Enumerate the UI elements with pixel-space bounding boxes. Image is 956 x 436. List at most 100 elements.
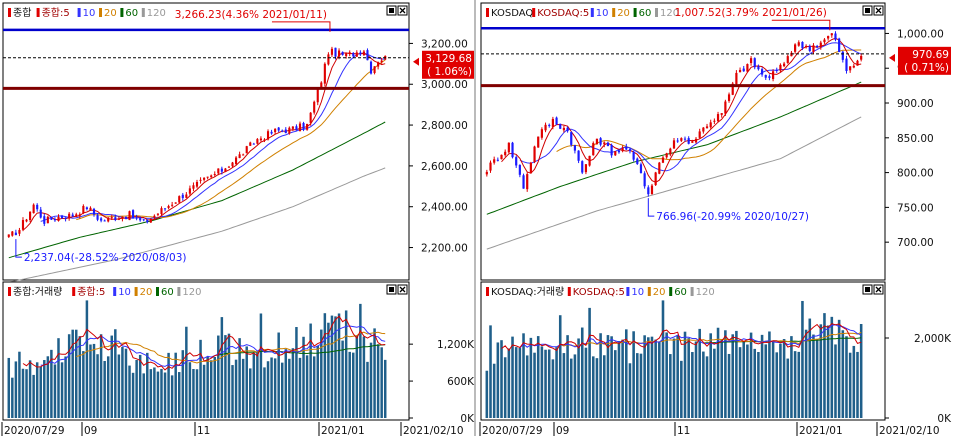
candle-body [603,142,606,145]
candle-body [614,151,617,156]
candle-body [362,51,365,56]
x-tick-label: 09 [84,425,97,436]
volume-moving-averages [501,323,862,352]
volume-moving-averages [22,315,386,371]
candle-body [135,217,138,219]
legend-swatch [8,287,11,296]
volume-bar [60,362,64,418]
candle-body [566,127,569,132]
candle-body [174,202,177,204]
legend-label: 종합:5 [42,7,70,19]
candle-body [592,143,595,156]
volume-bar [106,356,110,418]
volume-bar [823,313,826,418]
candle-body [727,94,731,101]
candle-body [805,45,808,48]
candles [7,46,387,238]
volume-bar [103,360,106,418]
volume-bar [131,372,135,418]
candle-body [779,64,782,71]
candle-body [544,124,547,131]
ma120-line [486,116,862,250]
candle-body [860,55,863,60]
volume-bar [558,315,562,418]
volume-bar [808,318,812,418]
volume-bar [779,343,782,418]
y-tick-label: 2,800.00 [421,120,468,132]
ma20-line [76,59,386,221]
volume-bar [584,347,588,418]
candle-body [555,117,558,125]
candle-body [274,128,277,133]
candle-body [11,231,14,236]
volume-bar [492,363,496,418]
candle-body [794,44,797,52]
volume-bar [525,355,529,418]
volume-bar [837,319,841,418]
volume-bar [841,330,845,418]
candle-body [716,114,720,122]
candle-body [359,52,362,55]
candle-body [849,66,852,71]
candle-body [82,205,85,214]
candle-body [252,143,255,145]
legend-swatch [120,8,124,17]
candle-body [786,56,789,63]
volume-bar [195,369,199,418]
candle-body [827,36,830,39]
legend-label: 60 [161,287,174,298]
volume-bar [213,356,216,418]
volume-bar [348,351,351,418]
volume-bar [632,331,635,418]
volume-bar [705,356,709,418]
volume-bar [801,300,804,418]
candle-body [327,54,330,65]
candle-body [171,204,174,206]
volume-bar [544,349,547,418]
volume-bar [202,364,206,418]
volume-bar [142,373,145,418]
volume-bar [636,353,639,418]
moving-averages [8,52,386,283]
volume-bar [683,331,687,418]
volume-bar [654,339,657,418]
volume-bar [174,352,177,418]
candle-body [720,113,723,115]
y-tick-label: 3,000.00 [421,79,468,91]
legend-label: KOSDAQ [491,8,533,19]
candle-body [540,129,543,138]
y-tick-label: 0K [937,413,952,425]
candle-body [702,127,705,132]
volume-bar [99,334,103,418]
ma10-line [519,42,862,172]
x-tick-label: 2020/07/29 [4,425,65,436]
volume-bar [75,329,78,418]
volume-bar [146,352,149,418]
candle-body [309,112,312,123]
high-annotation: 1,007.52(3.79% 2021/01/26) [675,7,827,19]
candle-body [551,118,554,127]
candle-body [43,216,46,224]
volume-bar [588,307,591,418]
candle-body [89,207,92,211]
x-tick-label: 2021/02/10 [879,425,940,436]
volume-bar [227,333,231,418]
candles [485,31,863,197]
close-icon-mark [399,7,406,14]
volume-bar [21,368,25,418]
volume-bar [199,339,202,418]
candle-body [18,229,21,234]
candle-body [581,161,584,173]
volume-bar [359,303,362,418]
volume-bar [124,348,128,418]
y-tick-label: 850.00 [897,133,934,145]
candle-body [588,155,591,166]
volume-bar [249,368,252,418]
legend-label: 120 [147,8,166,19]
candle-body [834,33,837,40]
x-tick-label: 11 [197,425,210,436]
candle-body [36,204,39,210]
volume-bar [78,336,82,418]
legend-swatch [36,8,40,17]
square-icon-inner [865,8,870,13]
